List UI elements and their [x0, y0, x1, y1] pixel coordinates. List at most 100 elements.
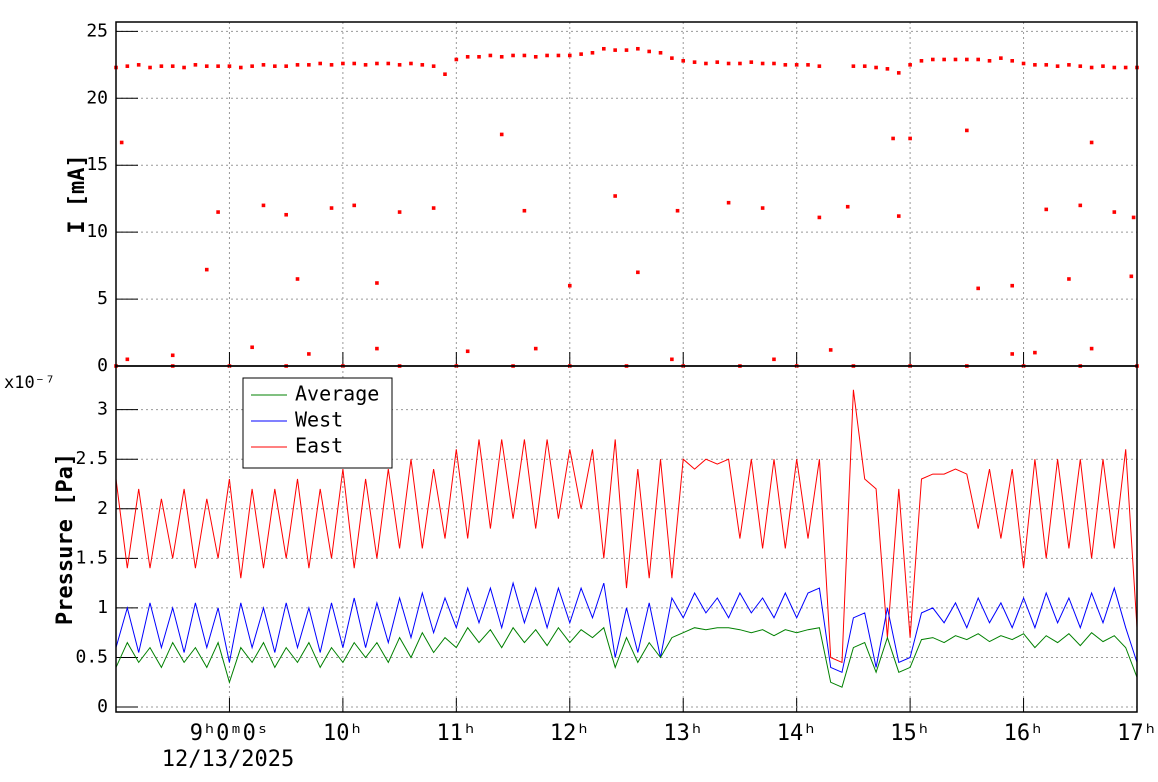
point: [170, 64, 175, 68]
point: [295, 277, 300, 281]
point: [760, 61, 765, 66]
point: [125, 64, 130, 68]
point: [965, 57, 969, 62]
point: [845, 204, 850, 209]
point: [556, 53, 561, 58]
point: [862, 64, 867, 68]
point: [976, 286, 980, 291]
y-tick-label: 2: [97, 498, 108, 519]
point: [499, 55, 504, 59]
point: [658, 50, 663, 55]
y-tick-label: 1: [97, 597, 108, 618]
point: [318, 61, 322, 66]
point: [1067, 63, 1071, 67]
point: [726, 61, 731, 66]
legend-box: [242, 377, 393, 469]
point: [443, 72, 447, 77]
point: [1021, 61, 1026, 66]
point: [1089, 346, 1094, 351]
point: [675, 208, 680, 213]
point: [250, 64, 254, 68]
point: [636, 270, 640, 275]
x-date-label: 12/13/2025: [162, 747, 294, 772]
point: [454, 57, 459, 62]
point: [613, 48, 617, 52]
point: [1078, 203, 1083, 208]
point: [579, 52, 583, 56]
point: [431, 206, 436, 210]
point: [363, 63, 368, 67]
point: [976, 57, 980, 62]
point: [227, 64, 232, 68]
point: [1089, 140, 1094, 145]
x-tick-label: 9ʰ0ᵐ0ˢ: [190, 721, 269, 746]
point: [590, 50, 595, 55]
point: [1010, 59, 1015, 63]
point: [783, 63, 788, 67]
point: [772, 61, 776, 66]
y-tick-label: 0: [97, 355, 108, 376]
point: [420, 63, 425, 67]
point: [874, 65, 878, 70]
point: [1044, 207, 1049, 212]
point: [670, 56, 674, 60]
point: [919, 59, 924, 63]
point: [409, 61, 413, 66]
point: [896, 71, 901, 75]
point: [159, 64, 164, 68]
point: [477, 55, 481, 59]
y-tick-label: 15: [86, 154, 108, 175]
point: [182, 65, 186, 70]
series-line: [115, 389, 1138, 664]
point: [885, 67, 890, 71]
legend-label: West: [295, 408, 343, 432]
x-tick-label: 15ʰ: [890, 721, 930, 746]
point: [375, 281, 379, 285]
point: [522, 208, 527, 213]
point: [1010, 352, 1015, 356]
point: [1123, 65, 1128, 70]
point: [1044, 63, 1049, 67]
y-tick-label: 5: [97, 288, 108, 309]
point: [375, 346, 379, 351]
point: [295, 63, 300, 67]
point: [273, 64, 277, 68]
point: [284, 64, 288, 68]
point: [1129, 274, 1134, 279]
y-exponent: x10⁻⁷: [4, 373, 55, 393]
point: [1112, 65, 1117, 70]
point: [284, 212, 288, 217]
point: [1078, 64, 1083, 68]
point: [216, 64, 220, 68]
y-axis-title: I [mA]: [65, 154, 90, 233]
point: [250, 345, 254, 350]
point: [1010, 283, 1015, 288]
point: [567, 53, 572, 58]
point: [1101, 64, 1105, 68]
point: [749, 60, 754, 64]
point: [931, 57, 935, 62]
point: [715, 60, 720, 64]
point: [772, 357, 776, 362]
y-tick-label: 0.5: [75, 646, 108, 667]
point: [806, 63, 810, 67]
point: [261, 203, 266, 208]
point: [352, 203, 357, 208]
point: [794, 63, 799, 67]
y-tick-label: 3: [97, 399, 108, 420]
x-tick-label: 14ʰ: [777, 721, 817, 746]
point: [261, 63, 266, 67]
point: [760, 206, 765, 210]
point: [204, 267, 209, 272]
y-tick-label: 20: [86, 87, 108, 108]
point: [896, 214, 901, 218]
point: [670, 357, 674, 362]
point: [613, 194, 617, 198]
y-tick-label: 10: [86, 221, 108, 242]
point: [148, 65, 152, 70]
y-tick-label: 2.5: [75, 448, 108, 469]
x-tick-label: 12ʰ: [550, 721, 590, 746]
plot-frame: [115, 365, 1138, 713]
point: [125, 357, 130, 362]
